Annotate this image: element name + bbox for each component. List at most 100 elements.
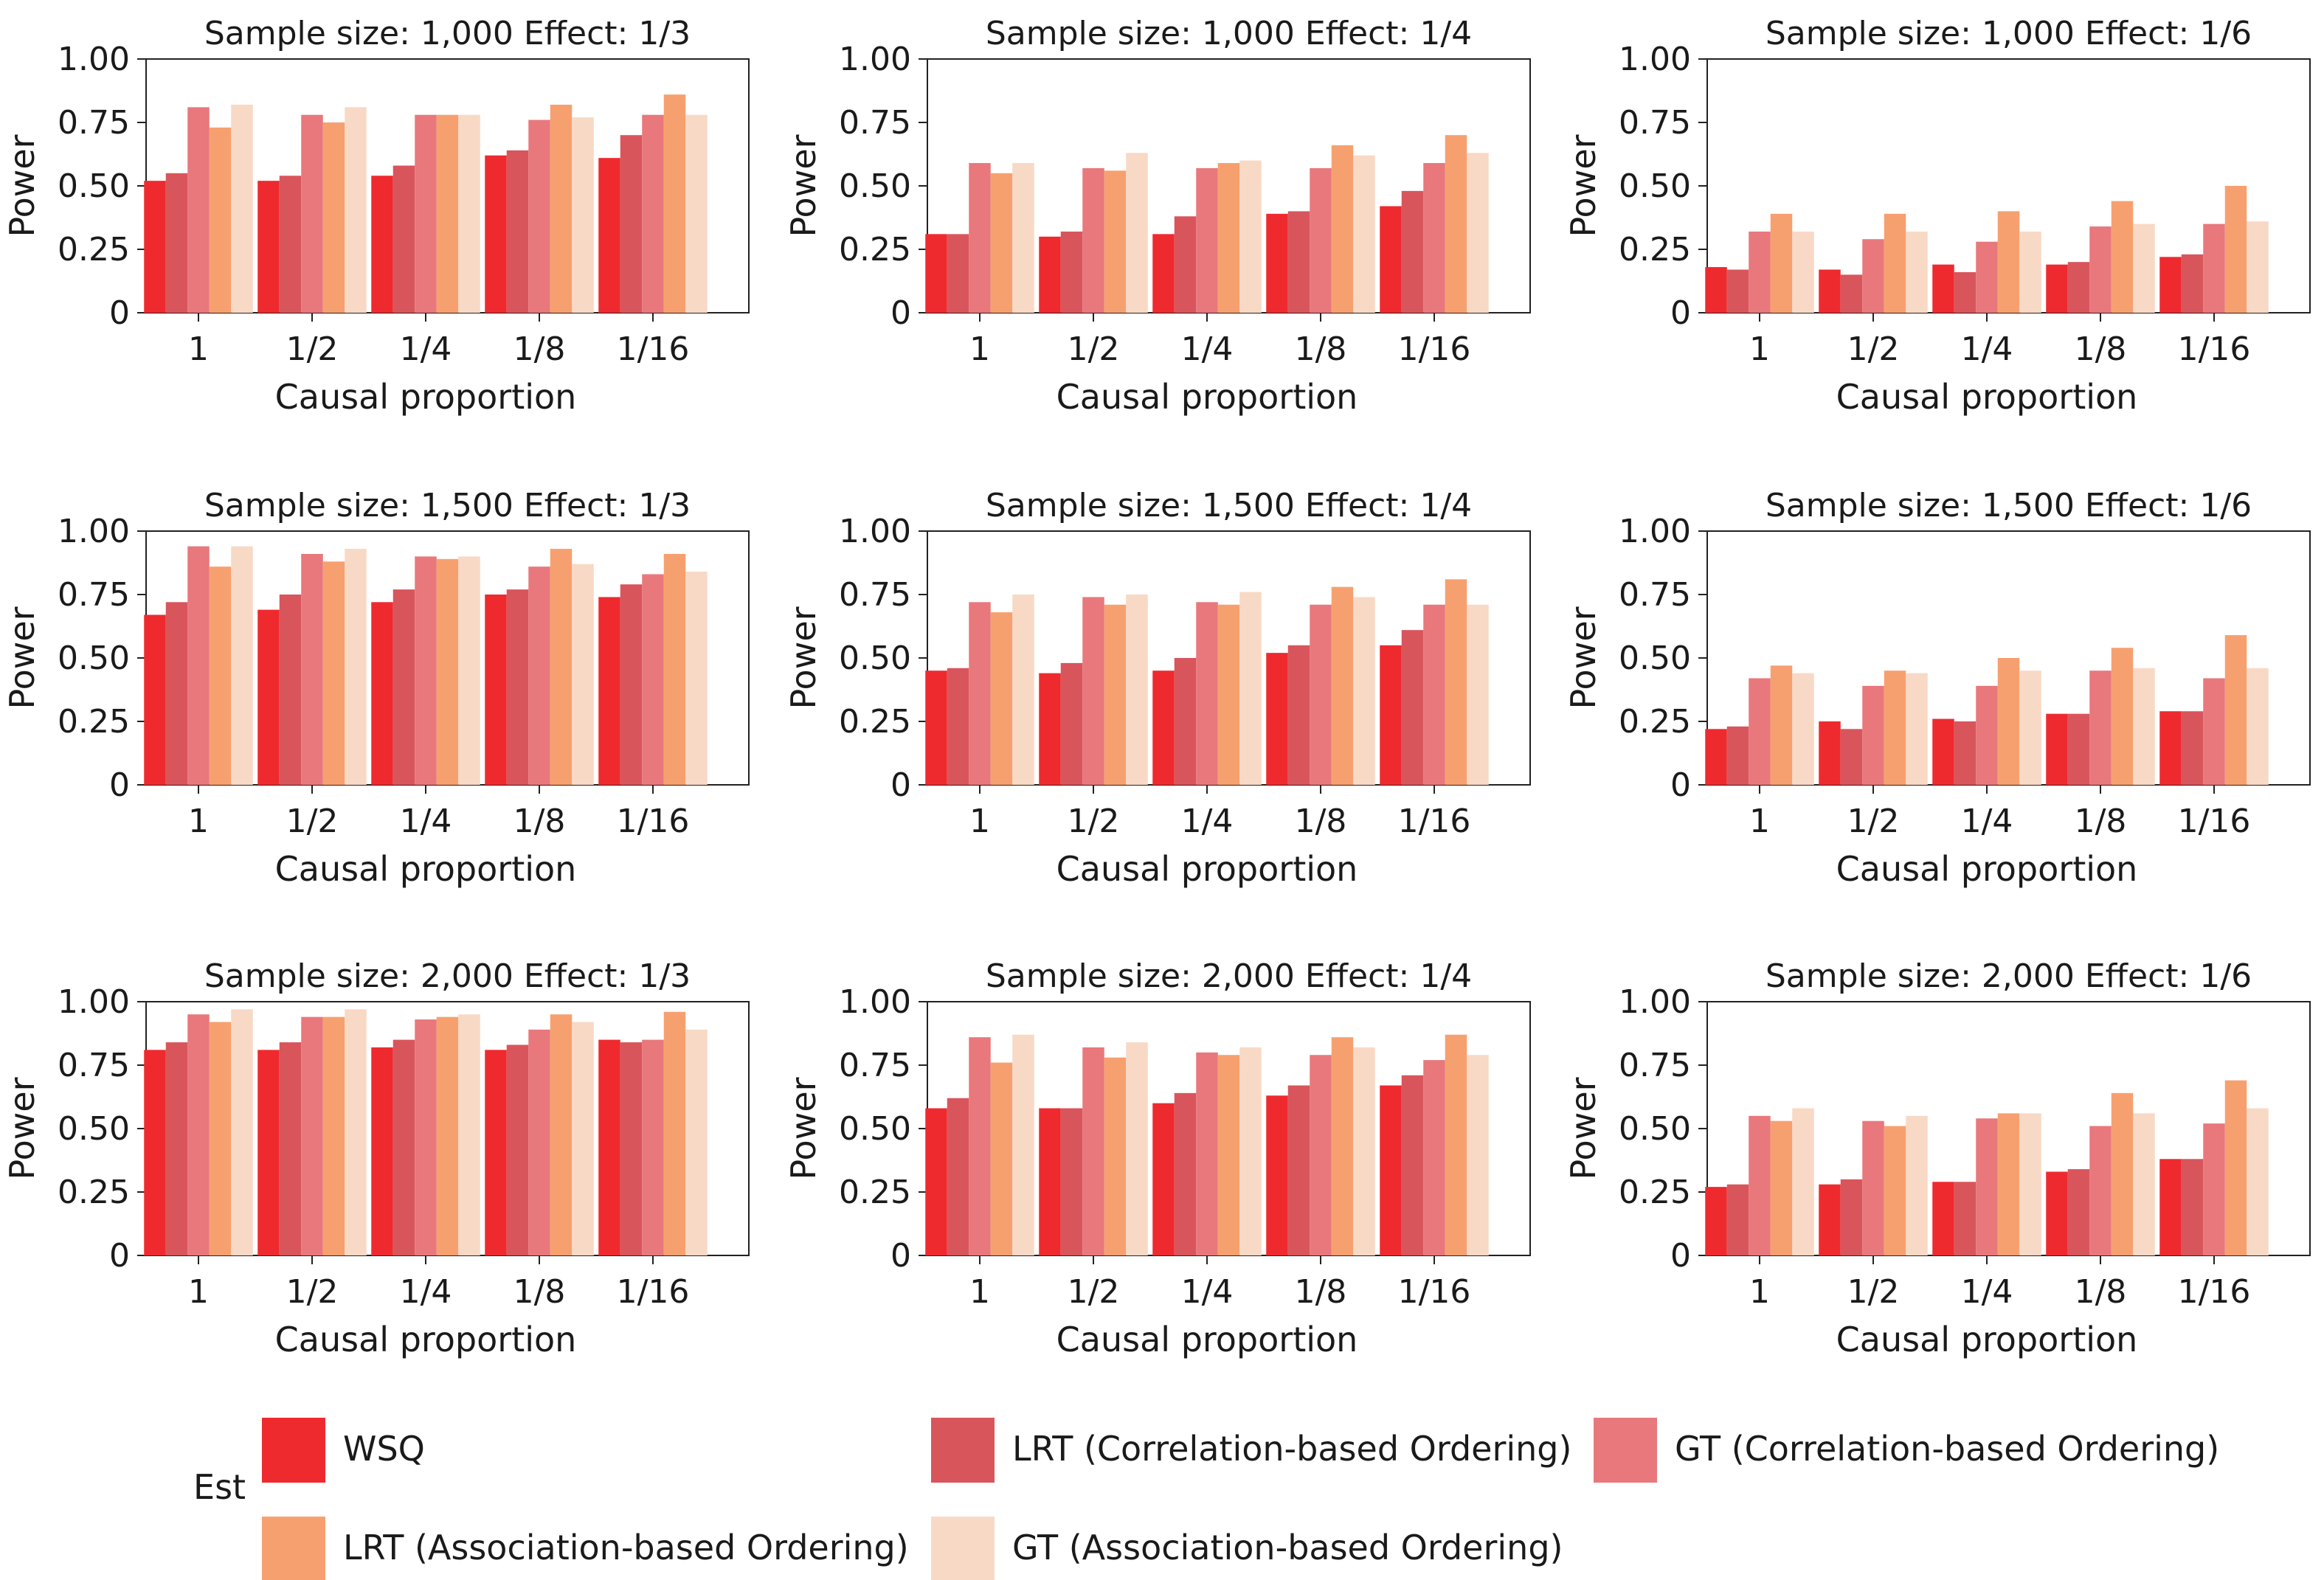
y-axis-label: Power [784, 1077, 823, 1179]
y-tick-label: 0.75 [58, 1047, 130, 1084]
bar [1196, 602, 1218, 785]
bar [1266, 213, 1288, 313]
bar [257, 181, 280, 313]
bar [1445, 579, 1467, 785]
bar [301, 553, 323, 785]
bar [436, 1016, 459, 1255]
x-tick-label: 1/16 [1398, 803, 1471, 840]
bar [1082, 167, 1104, 313]
bar [279, 595, 302, 785]
bar [663, 553, 686, 785]
x-tick-label: 1/2 [1847, 803, 1900, 840]
bar [144, 181, 166, 313]
bar [1266, 1095, 1288, 1255]
bar [550, 549, 573, 785]
bar [2046, 713, 2068, 785]
y-tick-label: 0.25 [839, 231, 911, 268]
x-tick-label: 1/4 [1181, 330, 1234, 368]
bar [1726, 269, 1749, 313]
bar [1884, 1126, 1906, 1255]
y-tick-label: 0.75 [1619, 1047, 1691, 1084]
bar [1217, 163, 1240, 313]
bar [1012, 1034, 1034, 1255]
x-tick-label: 1/16 [2178, 1273, 2251, 1311]
y-tick-label: 0.25 [58, 231, 130, 268]
bar [1012, 595, 1034, 785]
bar [2181, 254, 2204, 313]
legend: Est WSQ LRT (Correlation-based Ordering) G… [193, 1418, 2219, 1580]
bar [1331, 586, 1354, 785]
legend-swatch [1594, 1418, 1657, 1483]
bar [436, 114, 459, 313]
bar [663, 1011, 686, 1255]
bar [990, 173, 1013, 313]
bar [458, 556, 480, 785]
chart-panel: Sample size: 1,000 Effect: 1/4 0 0.25 0.50 0… [784, 15, 1531, 417]
bar [2067, 1169, 2090, 1255]
y-tick-label: 0.50 [839, 640, 911, 677]
legend-label: GT (Correlation-based Ordering) [1675, 1429, 2219, 1469]
x-axis-label: Causal proportion [1056, 849, 1358, 889]
chart-panels: Sample size: 1,000 Effect: 1/3 0 0.25 0.50 0… [2, 15, 2311, 1359]
bar [165, 602, 188, 785]
bar [1012, 163, 1034, 313]
bar [2224, 1080, 2247, 1255]
bar [969, 1037, 991, 1255]
bar [1174, 216, 1197, 313]
y-tick-label: 1.00 [1619, 513, 1691, 550]
bar [1726, 726, 1749, 785]
bar [2067, 713, 2090, 785]
y-tick-label: 0.25 [1619, 703, 1691, 741]
bar [279, 1042, 302, 1255]
bar [1954, 721, 1977, 785]
bar [1174, 658, 1197, 785]
bar [1310, 1055, 1332, 1255]
bar [1976, 1118, 1998, 1255]
x-axis-label: Causal proportion [1056, 377, 1358, 417]
y-tick-label: 0.50 [58, 167, 130, 205]
x-tick-label: 1/8 [513, 1273, 566, 1311]
y-tick-label: 0 [1670, 294, 1691, 332]
bar [1770, 213, 1793, 313]
x-tick-label: 1/2 [286, 803, 339, 840]
x-tick-label: 1/16 [2178, 803, 2251, 840]
bar [1060, 1108, 1083, 1255]
legend-label: LRT (Association-based Ordering) [343, 1528, 909, 1567]
chart-panel: Sample size: 2,000 Effect: 1/3 0 0.25 0.50 0… [2, 957, 750, 1359]
bar [1467, 153, 1489, 313]
bar [1039, 1108, 1061, 1255]
bar [642, 1039, 664, 1255]
bar [598, 1039, 620, 1255]
chart-panel: Sample size: 1,000 Effect: 1/3 0 0.25 0.50 0… [2, 15, 750, 417]
bar [1705, 729, 1727, 785]
x-tick-label: 1/4 [400, 1273, 452, 1311]
y-tick-label: 0.50 [1619, 167, 1691, 205]
y-tick-label: 0 [890, 1237, 911, 1275]
bar [1997, 1113, 2020, 1255]
bar [1401, 190, 1424, 313]
x-tick-label: 1 [1749, 330, 1770, 368]
bar [620, 135, 643, 313]
y-tick-label: 0.75 [58, 104, 130, 142]
bar [2224, 635, 2247, 785]
x-tick-label: 1 [969, 803, 990, 840]
x-tick-label: 1/4 [1961, 803, 2013, 840]
bar [1126, 153, 1148, 313]
bar [1467, 604, 1489, 785]
bar [1997, 658, 2020, 785]
bar [2247, 1108, 2269, 1255]
bar [1906, 673, 1928, 785]
y-tick-label: 0 [1670, 1237, 1691, 1275]
bar [1840, 274, 1863, 313]
y-tick-label: 0.25 [58, 703, 130, 741]
bar [642, 114, 664, 313]
bar [1423, 1060, 1445, 1255]
bar [947, 234, 969, 313]
bar [257, 609, 280, 785]
bar [1174, 1092, 1197, 1255]
y-axis-label: Power [784, 134, 823, 237]
x-tick-label: 1/16 [1398, 330, 1471, 368]
bar [1445, 1034, 1467, 1255]
chart-panel: Sample size: 2,000 Effect: 1/6 0 0.25 0.50 0… [1563, 957, 2311, 1359]
